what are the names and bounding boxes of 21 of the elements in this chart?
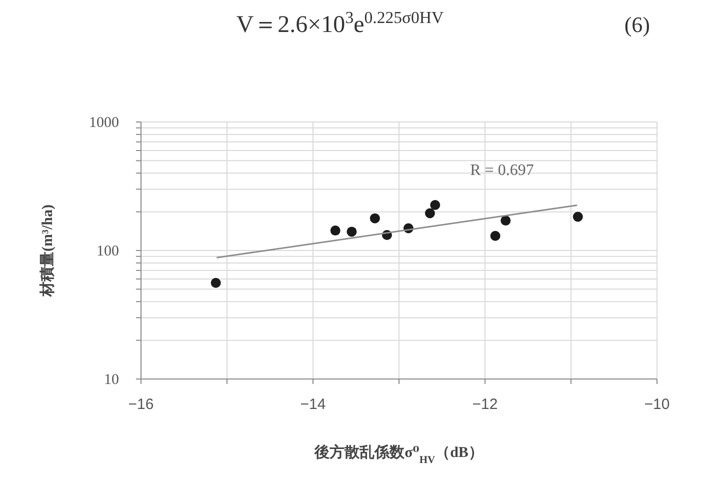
- x-axis-title: 後方散乱係数σ⁰$_{HV}$（dB）: [314, 443, 484, 466]
- point: [572, 212, 583, 222]
- x-tick-label: −12: [472, 396, 498, 413]
- point: [330, 226, 340, 236]
- point: [346, 226, 357, 237]
- point: [370, 213, 380, 224]
- y-tick-label: 100: [96, 244, 119, 260]
- y-tick-label: 10: [104, 372, 119, 388]
- point: [424, 208, 435, 218]
- y-axis-title: 材積量(m³/ha): [39, 204, 56, 298]
- point: [210, 278, 221, 288]
- annotation: R = 0.697: [470, 162, 534, 179]
- text: (6): [624, 12, 650, 37]
- x-tick-label: −10: [644, 396, 670, 413]
- y-tick-label: 1000: [89, 115, 119, 131]
- point: [490, 230, 500, 241]
- point: [430, 200, 440, 210]
- chart-title: V＝2.6×10$^{3}$e$^{0.225σ0HV}$: [236, 8, 444, 38]
- x-tick-label: −16: [128, 396, 154, 413]
- x-tick-label: −14: [300, 396, 326, 413]
- point: [500, 216, 511, 226]
